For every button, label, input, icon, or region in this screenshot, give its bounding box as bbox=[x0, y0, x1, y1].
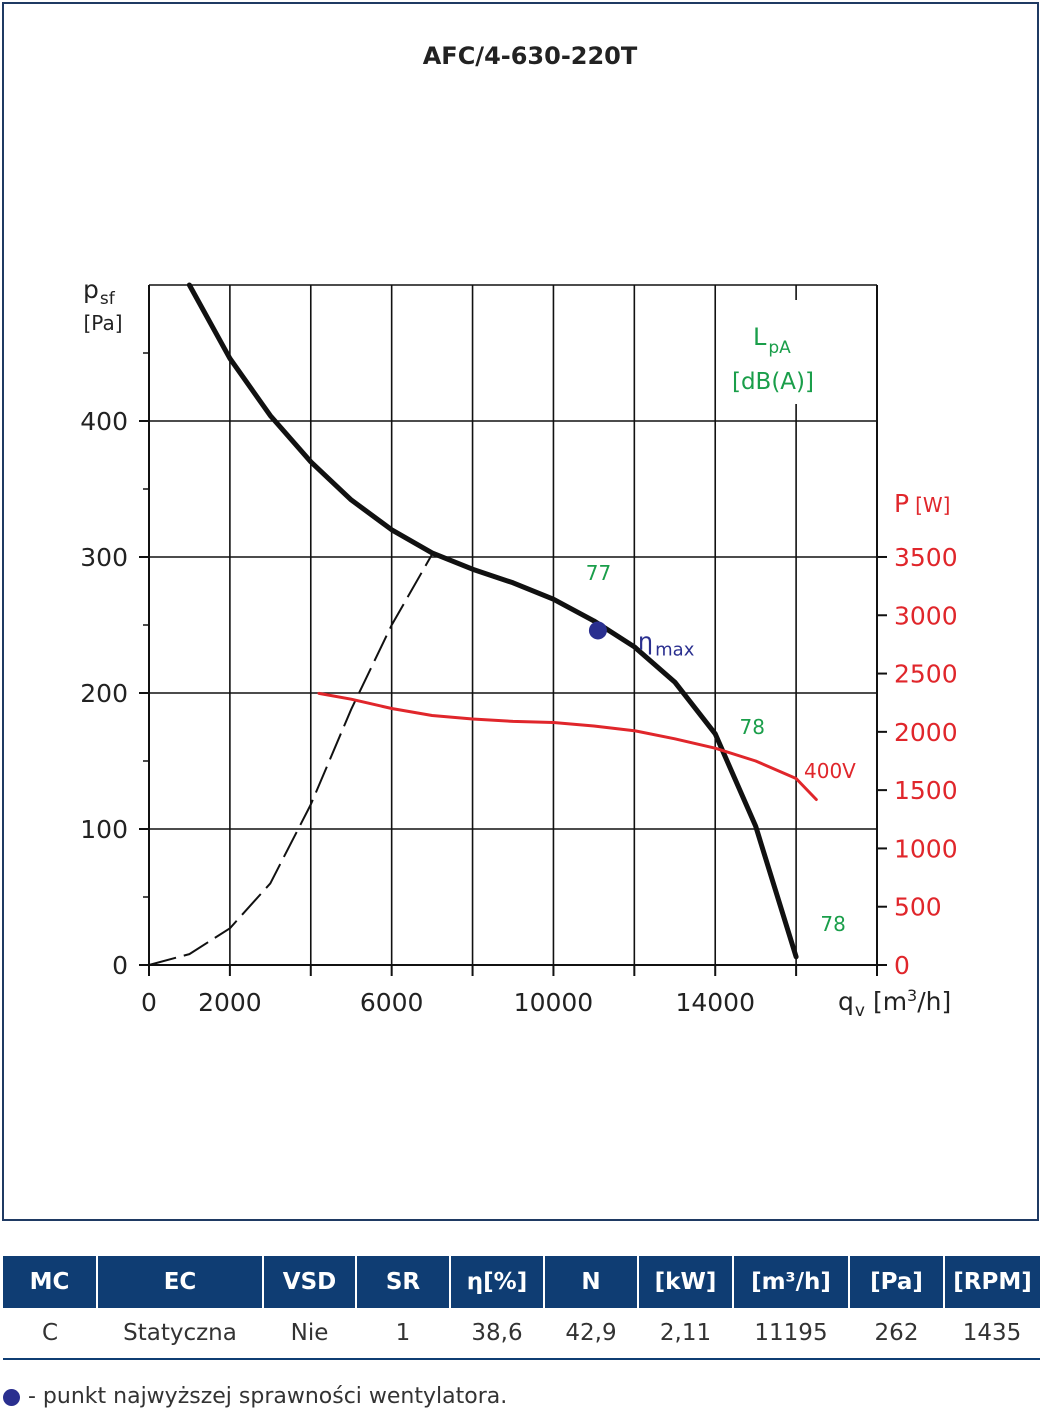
x-axis-label: qv [m3/h] bbox=[838, 986, 951, 1021]
table-header-cell: SR bbox=[355, 1256, 450, 1308]
axes bbox=[139, 285, 887, 976]
y2-axis-label: P [W] bbox=[894, 489, 950, 518]
table-header-cell: MC bbox=[3, 1256, 97, 1308]
noise-legend-bg bbox=[717, 300, 829, 404]
y2-tick-label: 2500 bbox=[894, 660, 958, 689]
y2-tick-label: 0 bbox=[894, 951, 910, 980]
y-axis-label: psf bbox=[83, 275, 116, 309]
table-header-cell: [RPM] bbox=[943, 1256, 1040, 1308]
y2-tick-label: 3000 bbox=[894, 601, 958, 630]
noise-value-label: 78 bbox=[739, 715, 764, 739]
y-tick-label: 300 bbox=[80, 543, 128, 572]
x-tick-label: 6000 bbox=[360, 988, 424, 1017]
eta-max-point bbox=[588, 621, 607, 640]
y-axis-unit: [Pa] bbox=[83, 311, 122, 335]
chart-title: AFC/4-630-220T bbox=[423, 42, 638, 70]
power-curve-400v bbox=[317, 691, 818, 801]
table-row: C Statyczna Nie 1 38,6 42,9 2,11 11195 262 1435 bbox=[3, 1308, 1040, 1360]
series-layer bbox=[148, 282, 818, 966]
table-cell: 1 bbox=[356, 1308, 450, 1360]
series-name-400v: 400V bbox=[804, 759, 856, 783]
labels: 0 100 200 300 400 0 2000 6000 10000 14000 0 500 1000… bbox=[80, 275, 957, 1021]
noise-legend-unit: [dB(A)] bbox=[732, 369, 814, 395]
y2-tick-label: 2000 bbox=[894, 718, 958, 747]
table-cell: Statyczna bbox=[97, 1308, 263, 1360]
noise-value-label: 77 bbox=[586, 561, 611, 585]
table-cell: 1435 bbox=[944, 1308, 1040, 1360]
table-cell: 262 bbox=[849, 1308, 944, 1360]
y2-tick-label: 1500 bbox=[894, 776, 958, 805]
y-tick-label: 100 bbox=[80, 815, 128, 844]
table-header-cell: EC bbox=[96, 1256, 263, 1308]
parameter-table: MC EC VSD SR η[%] N [kW] [m³/h] [Pa] [RPM] C Staty… bbox=[3, 1256, 1040, 1360]
y2-tick-label: 1000 bbox=[894, 834, 958, 863]
table-cell: 38,6 bbox=[450, 1308, 544, 1360]
chart-frame bbox=[2, 2, 1039, 1221]
footnote-text: - punkt najwyższej sprawności wentylator… bbox=[28, 1384, 508, 1409]
table-header-cell: N bbox=[543, 1256, 638, 1308]
table-header-cell: [m³/h] bbox=[732, 1256, 849, 1308]
pressure-curve bbox=[186, 282, 799, 960]
y2-tick-label: 500 bbox=[894, 893, 942, 922]
table-cell: C bbox=[3, 1308, 97, 1360]
table-header-cell: [Pa] bbox=[848, 1256, 944, 1308]
x-tick-label: 10000 bbox=[514, 988, 594, 1017]
table-header-cell: VSD bbox=[262, 1256, 356, 1308]
table-cell: 2,11 bbox=[638, 1308, 733, 1360]
system-curve-dashed bbox=[148, 553, 433, 966]
eta-max-label: η max bbox=[638, 627, 695, 660]
footnote: - punkt najwyższej sprawności wentylator… bbox=[3, 1384, 507, 1409]
x-tick-label: 0 bbox=[141, 988, 157, 1017]
y-tick-label: 200 bbox=[80, 679, 128, 708]
y2-tick-label: 3500 bbox=[894, 543, 958, 572]
table-header-cell: [kW] bbox=[637, 1256, 733, 1308]
y-tick-label: 0 bbox=[112, 951, 128, 980]
eta-max-dot-icon bbox=[3, 1388, 20, 1406]
x-tick-label: 14000 bbox=[675, 988, 755, 1017]
y-tick-label: 400 bbox=[80, 407, 128, 436]
x-tick-label: 2000 bbox=[198, 988, 262, 1017]
table-header-cell: η[%] bbox=[449, 1256, 544, 1308]
table-cell: 11195 bbox=[733, 1308, 849, 1360]
table-cell: Nie bbox=[263, 1308, 356, 1360]
table-cell: 42,9 bbox=[544, 1308, 638, 1360]
noise-value-label: 78 bbox=[820, 912, 845, 936]
table-header-row: MC EC VSD SR η[%] N [kW] [m³/h] [Pa] [RPM] bbox=[3, 1256, 1040, 1308]
fan-curve-chart: AFC/4-630-220T 0 100 200 300 400 0 2000 6000 100… bbox=[80, 42, 957, 1021]
